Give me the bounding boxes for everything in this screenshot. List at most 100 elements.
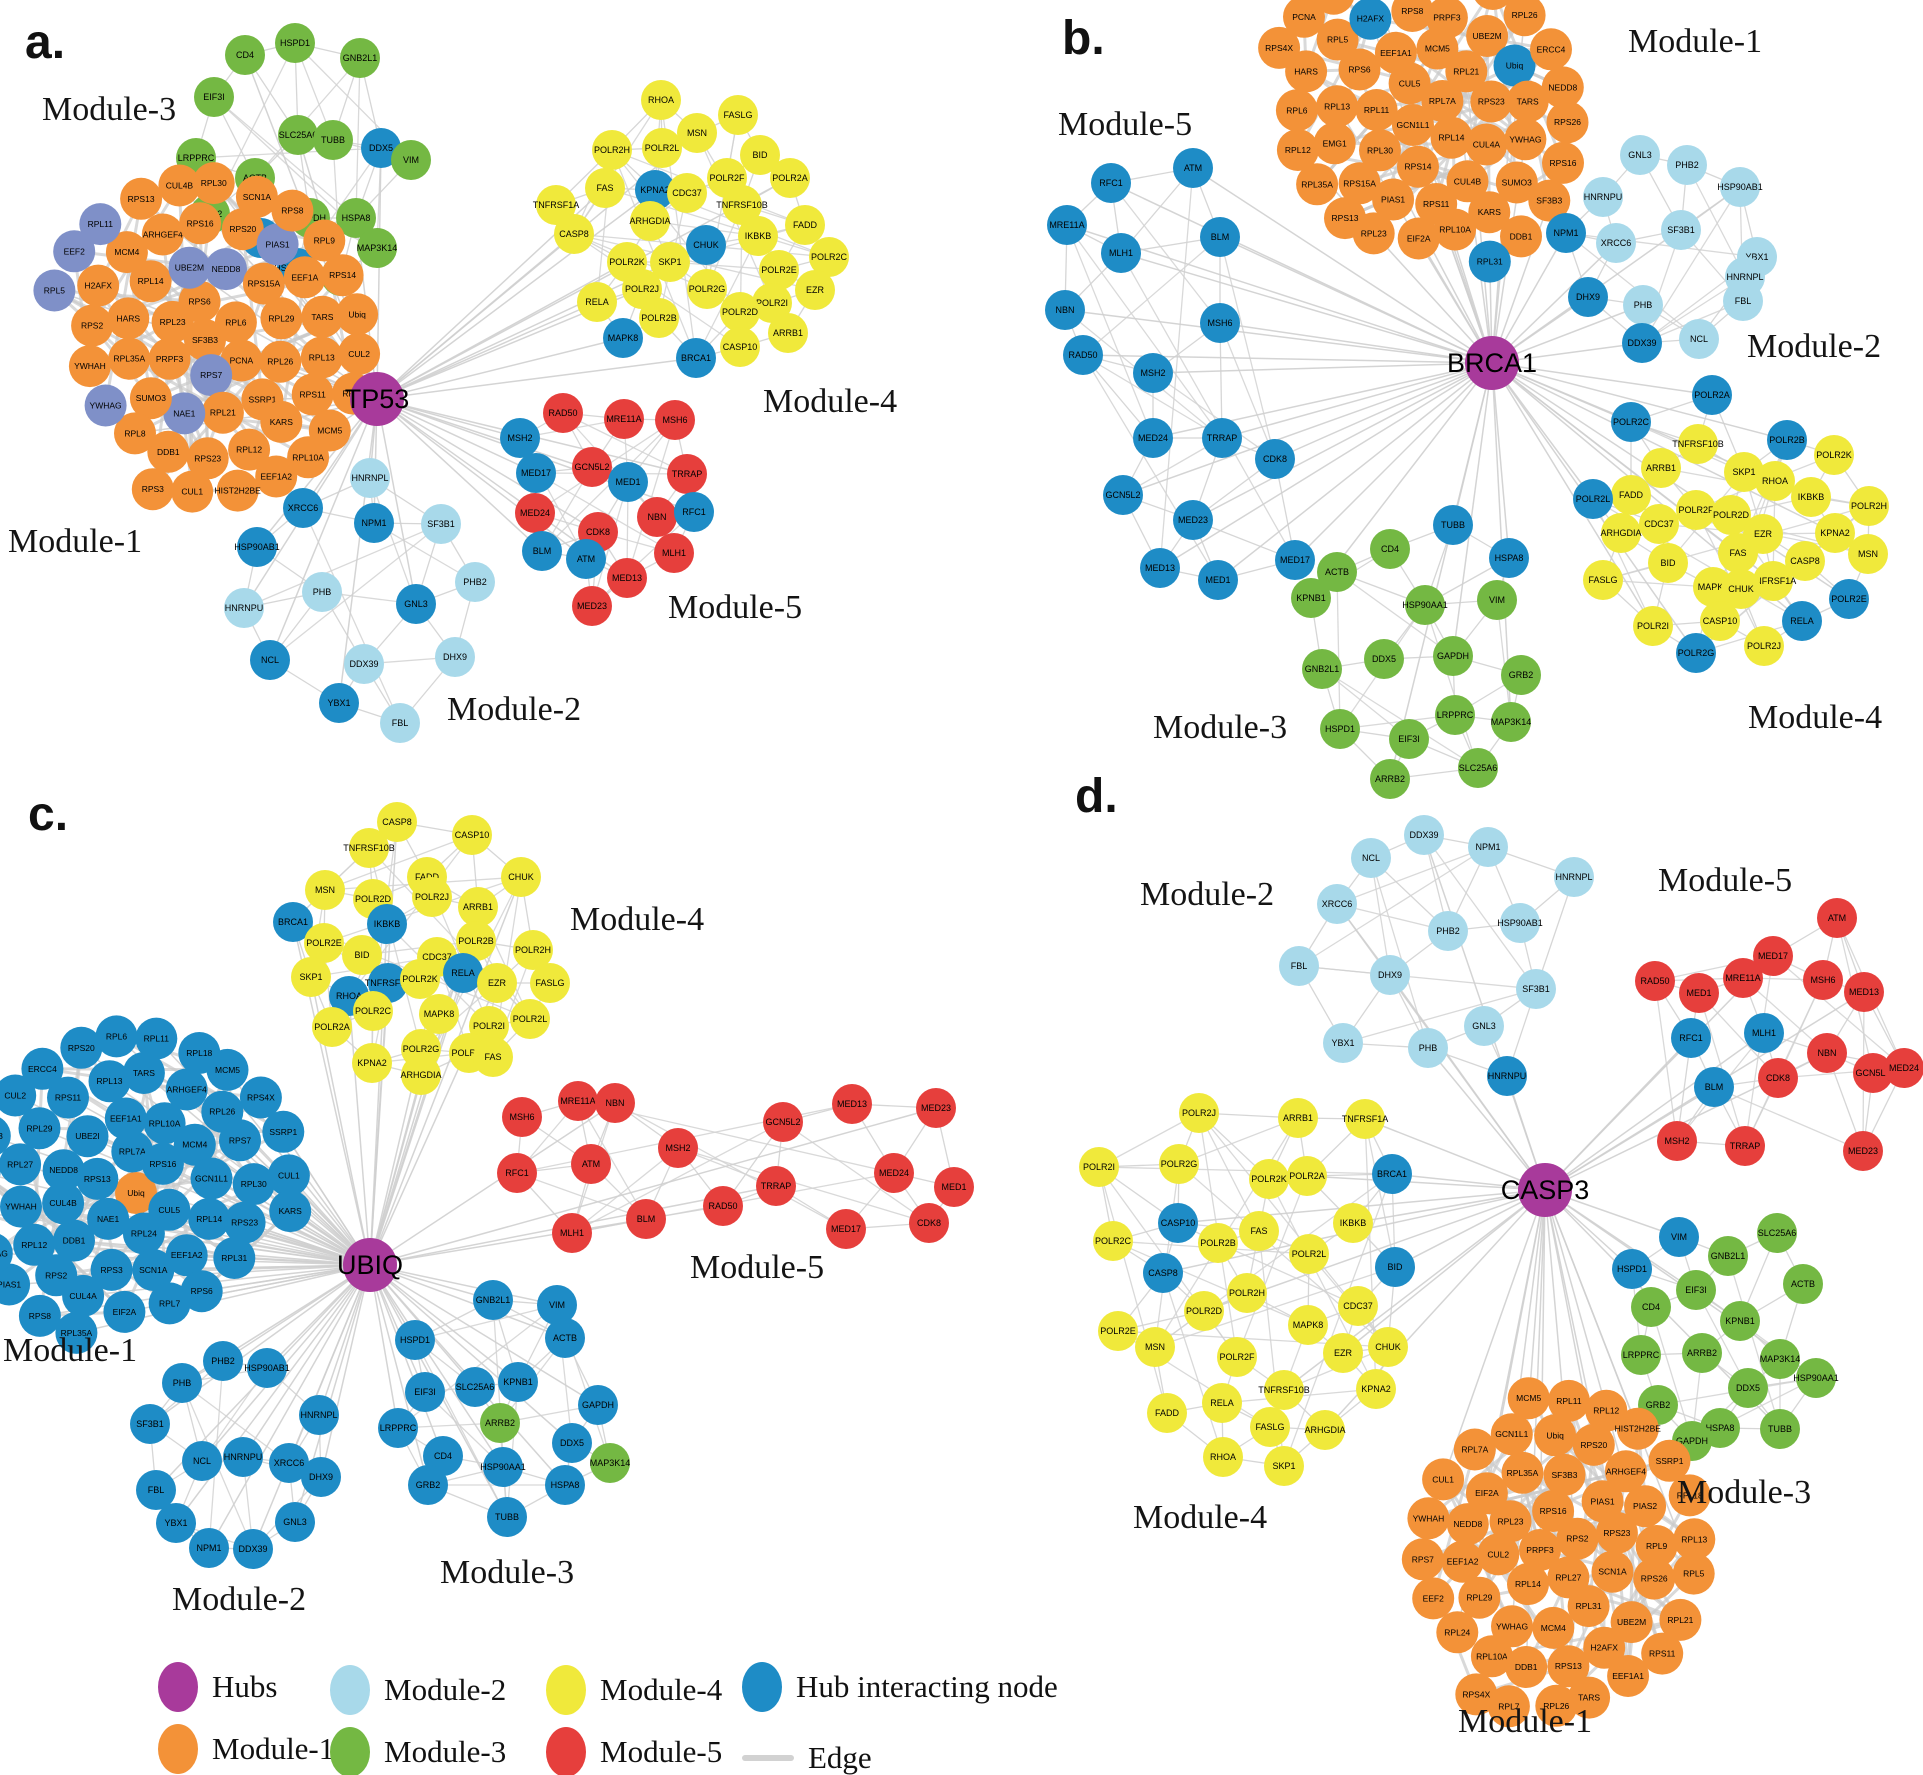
node-circle[interactable] bbox=[1421, 80, 1464, 122]
node-RPL30[interactable]: RPL30 bbox=[232, 1163, 275, 1206]
node-circle[interactable] bbox=[635, 170, 675, 210]
node-circle[interactable] bbox=[1491, 1605, 1533, 1648]
node-circle[interactable] bbox=[342, 935, 382, 975]
node-RELA[interactable]: RELA bbox=[1782, 601, 1822, 641]
node-EMG1[interactable]: EMG1 bbox=[1313, 122, 1356, 165]
node-HSP90AA1[interactable]: HSP90AA1 bbox=[480, 1447, 526, 1487]
node-circle[interactable] bbox=[1101, 233, 1141, 273]
node-circle[interactable] bbox=[607, 558, 647, 598]
hub-circle[interactable] bbox=[1465, 336, 1519, 390]
node-circle[interactable] bbox=[1542, 141, 1584, 184]
node-GNB2L1[interactable]: GNB2L1 bbox=[1708, 1236, 1748, 1276]
node-TNFRSF1A[interactable]: TNFRSF1A bbox=[533, 185, 580, 225]
node-circle[interactable] bbox=[1782, 601, 1822, 641]
node-CUL4B[interactable]: CUL4B bbox=[42, 1182, 85, 1225]
node-circle[interactable] bbox=[1723, 958, 1763, 998]
node-RPL7A[interactable]: RPL7A bbox=[1421, 80, 1464, 122]
node-NAE1[interactable]: NAE1 bbox=[87, 1197, 130, 1240]
node-NEDD8[interactable]: NEDD8 bbox=[1541, 66, 1584, 109]
node-circle[interactable] bbox=[1661, 210, 1701, 250]
node-circle[interactable] bbox=[1045, 290, 1085, 330]
node-circle[interactable] bbox=[676, 338, 716, 378]
node-circle[interactable] bbox=[182, 1441, 222, 1481]
node-MED23[interactable]: MED23 bbox=[1173, 500, 1213, 540]
node-HNRNPL[interactable]: HNRNPL bbox=[1554, 857, 1594, 897]
node-circle[interactable] bbox=[367, 904, 407, 944]
node-MLH1[interactable]: MLH1 bbox=[1101, 233, 1141, 273]
node-circle[interactable] bbox=[188, 1197, 231, 1240]
node-circle[interactable] bbox=[300, 336, 343, 379]
node-SLC25A6[interactable]: SLC25A6 bbox=[455, 1367, 495, 1407]
node-circle[interactable] bbox=[336, 198, 376, 238]
node-RPS3[interactable]: RPS3 bbox=[90, 1248, 133, 1291]
node-circle[interactable] bbox=[530, 963, 570, 1003]
node-RPL7A[interactable]: RPL7A bbox=[1453, 1428, 1496, 1471]
node-IKBKB[interactable]: IKBKB bbox=[738, 216, 778, 256]
node-SF3B3[interactable]: SF3B3 bbox=[184, 319, 226, 361]
node-circle[interactable] bbox=[214, 301, 257, 344]
node-RPL10A[interactable]: RPL10A bbox=[1434, 208, 1477, 251]
node-HARS[interactable]: HARS bbox=[1285, 50, 1328, 93]
node-FBL[interactable]: FBL bbox=[380, 703, 420, 743]
node-circle[interactable] bbox=[1316, 85, 1359, 128]
node-circle[interactable] bbox=[1433, 636, 1473, 676]
node-RPS11[interactable]: RPS11 bbox=[291, 373, 334, 416]
node-MED13[interactable]: MED13 bbox=[1140, 548, 1180, 588]
node-RPL9[interactable]: RPL9 bbox=[303, 219, 346, 262]
node-circle[interactable] bbox=[0, 1185, 42, 1228]
node-circle[interactable] bbox=[338, 332, 381, 375]
node-DDB1[interactable]: DDB1 bbox=[1505, 1646, 1548, 1688]
node-HNRNPU[interactable]: HNRNPU bbox=[223, 1437, 263, 1477]
node-circle[interactable] bbox=[1572, 1423, 1615, 1466]
node-circle[interactable] bbox=[148, 1282, 191, 1325]
node-POLR2L[interactable]: POLR2L bbox=[642, 128, 682, 168]
node-NPM1[interactable]: NPM1 bbox=[354, 503, 394, 543]
node-NAE1[interactable]: NAE1 bbox=[163, 392, 206, 435]
node-NCL[interactable]: NCL bbox=[1351, 838, 1391, 878]
node-RPL14[interactable]: RPL14 bbox=[1430, 116, 1473, 159]
node-circle[interactable] bbox=[396, 584, 436, 624]
node-NBN[interactable]: NBN bbox=[637, 497, 677, 537]
node-circle[interactable] bbox=[53, 230, 96, 273]
node-MED13[interactable]: MED13 bbox=[607, 558, 647, 598]
node-circle[interactable] bbox=[1179, 1093, 1219, 1133]
node-HSPD1[interactable]: HSPD1 bbox=[1612, 1249, 1652, 1289]
node-circle[interactable] bbox=[1324, 197, 1366, 240]
node-circle[interactable] bbox=[1621, 1335, 1661, 1375]
node-circle[interactable] bbox=[1302, 649, 1342, 689]
node-FASLG[interactable]: FASLG bbox=[530, 963, 570, 1003]
node-RPL7[interactable]: RPL7 bbox=[148, 1282, 191, 1325]
node-circle[interactable] bbox=[1501, 1451, 1544, 1494]
node-ARHGEF4[interactable]: ARHGEF4 bbox=[141, 213, 184, 256]
node-RPS26[interactable]: RPS26 bbox=[1546, 101, 1589, 144]
node-RAD50[interactable]: RAD50 bbox=[1063, 335, 1103, 375]
node-circle[interactable] bbox=[66, 1115, 109, 1158]
node-HIST2H2BE[interactable]: HIST2H2BE bbox=[1615, 1407, 1662, 1450]
node-TUBB[interactable]: TUBB bbox=[1760, 1409, 1800, 1449]
node-circle[interactable] bbox=[1843, 1131, 1883, 1171]
node-RPL26[interactable]: RPL26 bbox=[1535, 1684, 1578, 1727]
node-circle[interactable] bbox=[1720, 1301, 1760, 1341]
node-RPS3[interactable]: RPS3 bbox=[131, 468, 174, 511]
node-circle[interactable] bbox=[299, 1395, 339, 1435]
node-TNFRSF10B[interactable]: TNFRSF10B bbox=[1672, 424, 1724, 464]
node-circle[interactable] bbox=[269, 1190, 312, 1233]
node-circle[interactable] bbox=[259, 340, 302, 383]
node-RPL21[interactable]: RPL21 bbox=[1659, 1598, 1702, 1641]
node-circle[interactable] bbox=[435, 637, 475, 677]
node-ARRB2[interactable]: ARRB2 bbox=[1370, 759, 1410, 799]
node-FBL[interactable]: FBL bbox=[1279, 946, 1319, 986]
node-circle[interactable] bbox=[1744, 626, 1784, 666]
node-circle[interactable] bbox=[592, 130, 632, 170]
node-circle[interactable] bbox=[510, 999, 550, 1039]
node-POLR2C[interactable]: POLR2C bbox=[1611, 402, 1651, 442]
node-RPS20[interactable]: RPS20 bbox=[221, 208, 264, 251]
node-RPL31[interactable]: RPL31 bbox=[213, 1237, 256, 1279]
node-UBE2I[interactable]: UBE2I bbox=[66, 1115, 109, 1158]
node-circle[interactable] bbox=[604, 399, 644, 439]
node-SUMO3[interactable]: SUMO3 bbox=[129, 377, 172, 420]
node-circle[interactable] bbox=[1673, 1518, 1716, 1561]
node-DDX5[interactable]: DDX5 bbox=[361, 128, 401, 168]
node-circle[interactable] bbox=[639, 298, 679, 338]
node-circle[interactable] bbox=[642, 128, 682, 168]
